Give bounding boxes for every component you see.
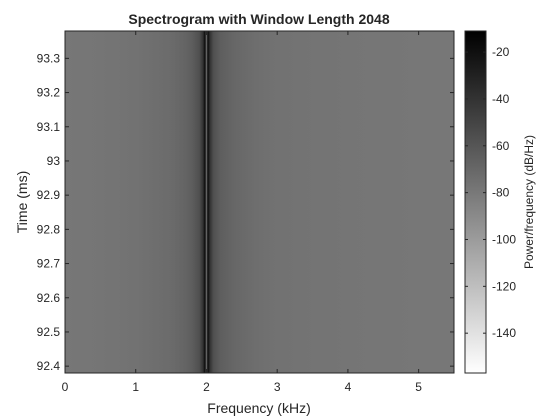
- y-tick-label: 93.3: [37, 51, 61, 65]
- y-tick-label: 92.5: [37, 325, 61, 339]
- x-tick-label: 2: [203, 380, 210, 394]
- colorbar-tick-label: -140: [492, 326, 516, 340]
- colorbar-ticks: -20 -40 -60 -80 -100 -120 -140: [465, 45, 516, 340]
- y-axis-ticks: 92.4 92.5 92.6 92.7 92.8 92.9 93 93.1 93.2 93.3: [37, 51, 454, 373]
- colorbar-tick-label: -80: [492, 186, 510, 200]
- y-tick-label: 92.8: [37, 222, 61, 236]
- colorbar-tick-label: -20: [492, 45, 510, 59]
- y-tick-label: 93: [47, 154, 61, 168]
- colorbar-tick-label: -60: [492, 139, 510, 153]
- plot-frame: [64, 30, 455, 374]
- colorbar-tick-label: -120: [492, 279, 516, 293]
- x-tick-label: 4: [345, 380, 352, 394]
- y-tick-label: 92.6: [37, 291, 61, 305]
- y-tick-label: 92.7: [37, 257, 61, 271]
- x-tick-label: 1: [132, 380, 139, 394]
- y-tick-label: 93.2: [37, 86, 61, 100]
- chart-title: Spectrogram with Window Length 2048: [128, 11, 389, 27]
- colorbar: -20 -40 -60 -80 -100 -120 -140 Power/frequency…: [464, 30, 536, 374]
- x-axis-ticks: 0 1 2 3 4 5: [62, 31, 422, 394]
- spectrogram-image: [65, 31, 454, 373]
- x-tick-label: 0: [62, 380, 69, 394]
- y-axis-label: Time (ms): [14, 171, 30, 233]
- colorbar-tick-label: -100: [492, 232, 516, 246]
- colorbar-tick-label: -40: [492, 92, 510, 106]
- y-tick-label: 93.1: [37, 120, 61, 134]
- x-tick-label: 3: [274, 380, 281, 394]
- colorbar-label: Power/frequency (dB/Hz): [522, 135, 536, 269]
- colorbar-gradient: [464, 30, 487, 374]
- x-axis-label: Frequency (kHz): [207, 400, 310, 416]
- y-tick-label: 92.9: [37, 188, 61, 202]
- x-tick-label: 5: [415, 380, 422, 394]
- plot-area: [64, 30, 455, 374]
- y-tick-label: 92.4: [37, 359, 61, 373]
